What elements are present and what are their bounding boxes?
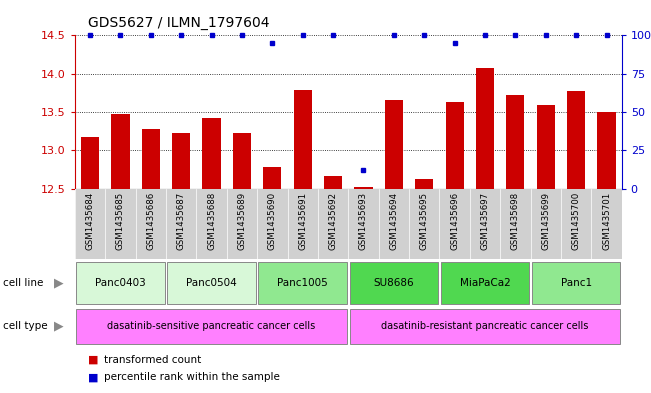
Bar xyxy=(598,112,616,189)
Text: GDS5627 / ILMN_1797604: GDS5627 / ILMN_1797604 xyxy=(88,16,270,30)
Bar xyxy=(415,180,434,189)
Text: GSM1435695: GSM1435695 xyxy=(420,192,429,250)
Text: GSM1435693: GSM1435693 xyxy=(359,192,368,250)
Text: SU8686: SU8686 xyxy=(374,278,414,288)
Bar xyxy=(536,105,555,189)
Bar xyxy=(76,309,347,344)
Bar xyxy=(350,309,620,344)
Bar xyxy=(441,262,529,304)
Text: percentile rank within the sample: percentile rank within the sample xyxy=(104,372,280,382)
Text: GSM1435689: GSM1435689 xyxy=(238,192,247,250)
Text: GSM1435697: GSM1435697 xyxy=(480,192,490,250)
Bar xyxy=(385,100,403,189)
Text: GSM1435701: GSM1435701 xyxy=(602,192,611,250)
Text: Panc0504: Panc0504 xyxy=(186,278,237,288)
Bar xyxy=(445,102,464,189)
Text: dasatinib-sensitive pancreatic cancer cells: dasatinib-sensitive pancreatic cancer ce… xyxy=(107,321,316,331)
Text: GSM1435686: GSM1435686 xyxy=(146,192,156,250)
Text: ■: ■ xyxy=(88,372,98,382)
Bar xyxy=(81,136,99,189)
Bar xyxy=(476,68,494,189)
Text: GSM1435699: GSM1435699 xyxy=(541,192,550,250)
Text: GSM1435691: GSM1435691 xyxy=(298,192,307,250)
Text: cell type: cell type xyxy=(3,321,48,331)
Text: cell line: cell line xyxy=(3,278,44,288)
Bar xyxy=(354,187,372,189)
Text: GSM1435696: GSM1435696 xyxy=(450,192,459,250)
Text: GSM1435700: GSM1435700 xyxy=(572,192,581,250)
Text: dasatinib-resistant pancreatic cancer cells: dasatinib-resistant pancreatic cancer ce… xyxy=(381,321,589,331)
Text: MiaPaCa2: MiaPaCa2 xyxy=(460,278,510,288)
Text: transformed count: transformed count xyxy=(104,354,201,365)
Text: Panc1: Panc1 xyxy=(561,278,592,288)
Bar xyxy=(142,129,160,189)
Bar xyxy=(258,262,347,304)
Text: GSM1435694: GSM1435694 xyxy=(389,192,398,250)
Text: GSM1435690: GSM1435690 xyxy=(268,192,277,250)
Bar xyxy=(172,134,190,189)
Text: GSM1435684: GSM1435684 xyxy=(85,192,94,250)
Bar xyxy=(76,262,165,304)
Bar xyxy=(294,90,312,189)
Bar xyxy=(202,118,221,189)
Bar xyxy=(506,95,525,189)
Text: GSM1435692: GSM1435692 xyxy=(329,192,338,250)
Text: GSM1435698: GSM1435698 xyxy=(511,192,520,250)
Text: GSM1435685: GSM1435685 xyxy=(116,192,125,250)
Bar xyxy=(167,262,256,304)
Text: ▶: ▶ xyxy=(54,320,64,333)
Text: ■: ■ xyxy=(88,354,98,365)
Text: ▶: ▶ xyxy=(54,276,64,290)
Bar xyxy=(532,262,620,304)
Text: Panc1005: Panc1005 xyxy=(277,278,328,288)
Bar xyxy=(350,262,438,304)
Text: GSM1435688: GSM1435688 xyxy=(207,192,216,250)
Text: GSM1435687: GSM1435687 xyxy=(176,192,186,250)
Bar xyxy=(263,167,281,189)
Bar xyxy=(233,134,251,189)
Bar xyxy=(111,114,130,189)
Bar xyxy=(567,90,585,189)
Bar xyxy=(324,176,342,189)
Text: Panc0403: Panc0403 xyxy=(95,278,146,288)
